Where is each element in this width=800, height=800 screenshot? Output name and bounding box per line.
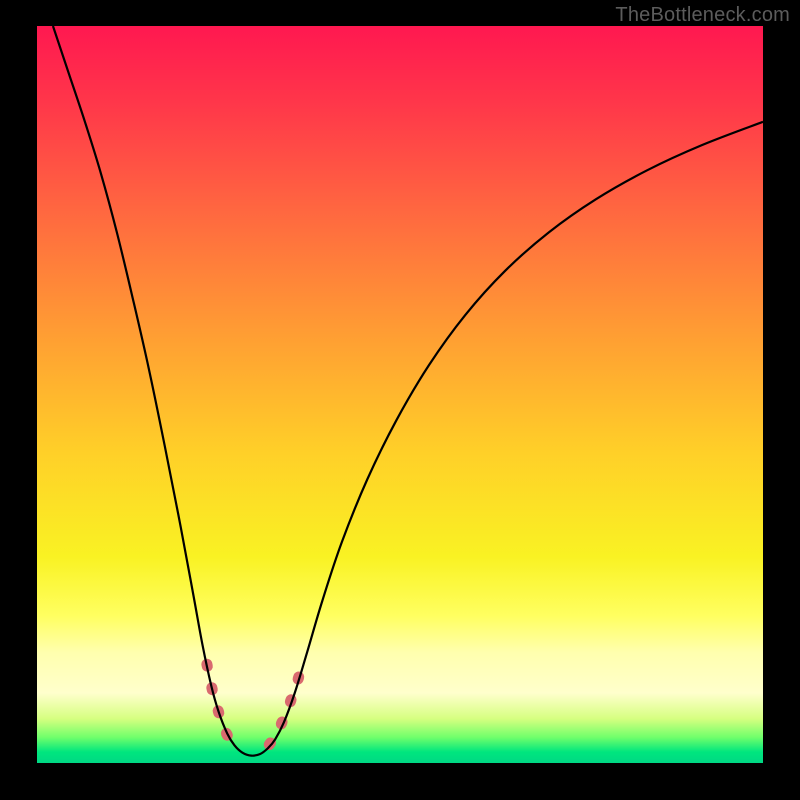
chart-curve-layer [37,26,763,763]
curve-highlight-segment [207,664,232,745]
bottleneck-chart [37,26,763,763]
curve-highlight-segment [269,667,302,744]
watermark-text: TheBottleneck.com [615,4,790,27]
bottleneck-curve [53,26,763,756]
